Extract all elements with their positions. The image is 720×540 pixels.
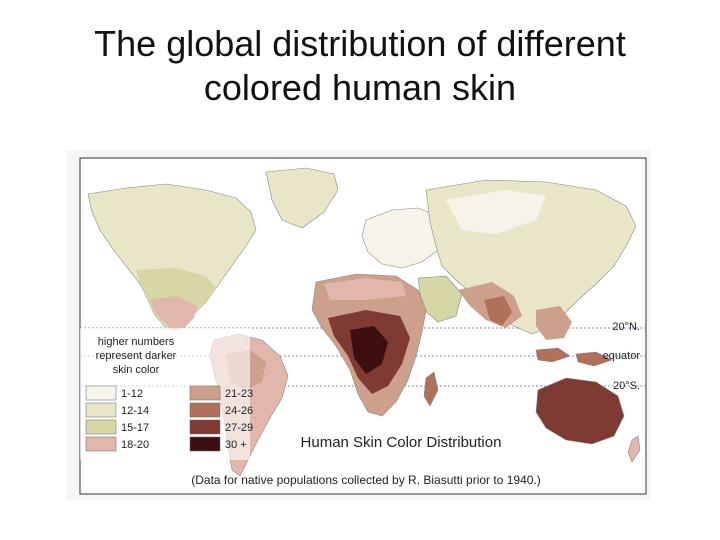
legend-swatch	[189, 419, 221, 435]
legend-label: 12-14	[121, 405, 149, 417]
equator-label: equator	[603, 350, 641, 362]
skin-color-map: 20°N. equator 20°S. higher numbers repre…	[66, 150, 651, 500]
greenland-landmass	[265, 167, 339, 229]
central-africa-darkest-zone	[350, 326, 388, 374]
india-dark-zone	[484, 296, 512, 326]
legend-swatch	[85, 402, 117, 418]
legend-label: 18-20	[121, 439, 149, 451]
north-africa-light-zone	[324, 278, 406, 300]
legend-swatch	[189, 385, 221, 401]
australia-landmass	[535, 377, 625, 445]
legend-items: 1-12 12-14 15-17 18-20 21-23 24-26 27-29 30 +	[85, 385, 253, 452]
legend-desc-1: higher numbers	[98, 336, 175, 348]
legend-label: 1-12	[121, 388, 143, 400]
legend-swatch	[189, 402, 221, 418]
legend-label: 24-26	[225, 405, 253, 417]
source-note: (Data for native populations collected b…	[191, 473, 541, 487]
map-svg: 20°N. equator 20°S. higher numbers repre…	[79, 157, 647, 495]
legend-swatch	[85, 385, 117, 401]
title-line-2: colored human skin	[203, 67, 517, 108]
lat-20s-label: 20°S.	[613, 380, 640, 392]
legend-swatch	[85, 419, 117, 435]
legend-label: 27-29	[225, 422, 253, 434]
mexico-zone	[150, 296, 198, 328]
legend-label: 15-17	[121, 422, 149, 434]
legend-desc-2: represent darker	[96, 350, 177, 362]
legend-swatch	[189, 436, 221, 452]
legend-label: 21-23	[225, 388, 253, 400]
new-zealand-landmass	[627, 435, 641, 463]
map-caption: Human Skin Color Distribution	[301, 434, 502, 451]
europe-landmass	[361, 207, 447, 269]
legend-label: 30 +	[225, 439, 247, 451]
legend-swatch	[85, 436, 117, 452]
legend-desc-3: skin color	[113, 364, 160, 376]
indonesia-islands	[535, 347, 613, 367]
madagascar-landmass	[423, 371, 439, 407]
title-line-1: The global distribution of different	[94, 23, 626, 64]
southeast-asia-zone	[536, 306, 572, 340]
slide-title: The global distribution of different col…	[0, 22, 720, 110]
north-asia-light-zone	[446, 190, 546, 234]
lat-20n-label: 20°N.	[612, 321, 640, 333]
